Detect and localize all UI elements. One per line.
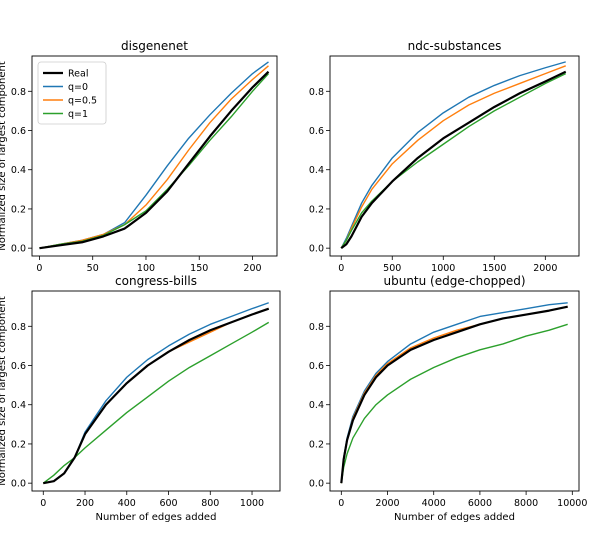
- y-tick-label: 0.0: [11, 244, 26, 255]
- x-tick-label: 200: [243, 263, 261, 274]
- x-tick-label: 0: [40, 498, 46, 509]
- y-tick-label: 0.0: [11, 479, 26, 490]
- x-tick-label: 150: [190, 263, 208, 274]
- y-tick-label: 0.6: [309, 361, 324, 372]
- x-tick-label: 400: [118, 498, 136, 509]
- x-tick-label: 0: [338, 498, 344, 509]
- x-tick-label: 1500: [482, 263, 506, 274]
- x-tick-label: 10000: [557, 498, 587, 509]
- x-tick-label: 1000: [431, 263, 455, 274]
- y-tick-label: 0.4: [309, 400, 324, 411]
- subplot-2: ndc-substances 0 500 1000 1500 2000 0.0 0.2 0.4 0…: [309, 39, 580, 274]
- y-tick-label: 0.8: [309, 87, 324, 98]
- x-tick-label: 8000: [514, 498, 538, 509]
- x-tick-label: 2000: [375, 498, 399, 509]
- x-tick-label: 6000: [468, 498, 492, 509]
- y-axis-label: Normalized size of largest component: [0, 296, 8, 486]
- y-axis-label: Normalized size of largest component: [0, 61, 8, 251]
- x-tick-label: 2000: [533, 263, 557, 274]
- y-tick-label: 0.8: [309, 322, 324, 333]
- y-tick-label: 0.4: [11, 165, 26, 176]
- x-tick-label: 0: [36, 263, 42, 274]
- series-line-real: [340, 70, 567, 250]
- subplot-title: ndc-substances: [408, 39, 502, 53]
- x-tick-label: 50: [87, 263, 99, 274]
- x-tick-label: 200: [76, 498, 94, 509]
- legend-label: q=0.5: [68, 96, 97, 107]
- series-line-real: [340, 305, 568, 484]
- legend-label: q=1: [68, 109, 88, 120]
- series-line-q-0-5: [39, 65, 269, 249]
- x-tick-label: 500: [383, 263, 401, 274]
- y-tick-label: 0.2: [11, 204, 26, 215]
- x-tick-label: 1000: [240, 498, 264, 509]
- subplot-4: ubuntu (edge-chopped) 0 2000 4000 6000 8000 10…: [309, 274, 588, 523]
- subplot-title: congress-bills: [115, 274, 197, 288]
- y-tick-label: 0.4: [309, 165, 324, 176]
- series-line-q-1: [340, 323, 568, 484]
- x-axis-label: Number of edges added: [96, 512, 217, 523]
- series-line-q-0-5: [340, 65, 566, 249]
- subplot-1: disgenenet 0 50 100 150 200 0.0 0.2 0.4 0.6 0.8Nor…: [0, 39, 278, 274]
- subplot-3: congress-bills 0 200 400 600 800 1000 0.0 0.2 0.4…: [0, 274, 281, 523]
- y-tick-label: 0.6: [11, 126, 26, 137]
- series-line-q-0: [340, 61, 566, 249]
- legend-box: [37, 61, 107, 125]
- y-tick-label: 0.6: [309, 126, 324, 137]
- y-tick-label: 0.8: [11, 322, 26, 333]
- y-tick-label: 0.2: [309, 439, 324, 450]
- x-tick-label: 0: [338, 263, 344, 274]
- x-axis-label: Number of edges added: [394, 512, 515, 523]
- series-line-q-1: [42, 321, 270, 484]
- x-tick-label: 800: [201, 498, 219, 509]
- subplot-title: disgenenet: [121, 39, 188, 53]
- plot-frame: [329, 290, 580, 492]
- y-tick-label: 0.4: [11, 400, 26, 411]
- x-tick-label: 100: [137, 263, 155, 274]
- x-tick-label: 600: [159, 498, 177, 509]
- legend: Real q=0 q=0.5 q=1: [37, 61, 107, 125]
- subplot-title: ubuntu (edge-chopped): [383, 274, 525, 288]
- y-tick-label: 0.2: [11, 439, 26, 450]
- y-tick-label: 0.0: [309, 244, 324, 255]
- x-tick-label: 4000: [422, 498, 446, 509]
- series-line-real: [43, 307, 270, 485]
- series-line-real: [39, 70, 270, 250]
- legend-label: q=0: [68, 82, 88, 93]
- y-tick-label: 0.2: [309, 204, 324, 215]
- y-tick-label: 0.6: [11, 361, 26, 372]
- y-tick-label: 0.8: [11, 87, 26, 98]
- y-tick-label: 0.0: [309, 479, 324, 490]
- legend-label: Real: [68, 69, 88, 80]
- series-line-q-1: [340, 73, 567, 249]
- plot-frame: [329, 55, 580, 257]
